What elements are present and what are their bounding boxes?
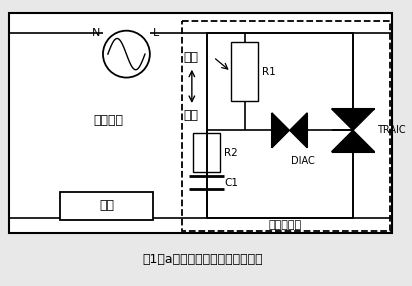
Polygon shape <box>290 113 307 148</box>
Bar <box>182 21 390 231</box>
Bar <box>193 133 220 172</box>
Bar <box>231 42 258 101</box>
Bar <box>60 192 153 220</box>
Text: DIAC: DIAC <box>291 156 315 166</box>
Polygon shape <box>332 109 375 130</box>
Text: R2: R2 <box>224 148 238 158</box>
Text: 图1（a）所示为可控硅调光器示意: 图1（a）所示为可控硅调光器示意 <box>142 253 263 266</box>
Text: 昏暗: 昏暗 <box>183 109 198 122</box>
Text: 明亮: 明亮 <box>183 51 198 63</box>
Text: 可控硅调光: 可控硅调光 <box>268 220 301 230</box>
Text: TRAIC: TRAIC <box>377 125 406 135</box>
Text: 负载: 负载 <box>99 200 114 212</box>
Polygon shape <box>332 130 375 152</box>
Text: C1: C1 <box>224 178 238 188</box>
Text: 交流输入: 交流输入 <box>94 114 124 127</box>
Bar <box>9 13 392 233</box>
Bar <box>206 33 353 218</box>
Text: N: N <box>91 28 100 38</box>
Polygon shape <box>272 113 290 148</box>
Text: L: L <box>153 28 159 38</box>
Text: R1: R1 <box>262 67 276 77</box>
